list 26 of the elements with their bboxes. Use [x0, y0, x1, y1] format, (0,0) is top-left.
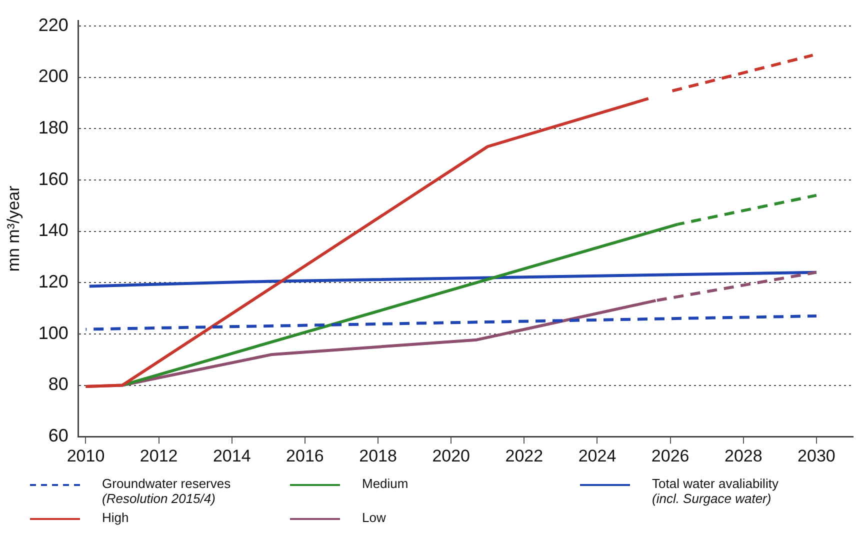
x-tick-label: 2024 [578, 446, 616, 466]
x-tick-label: 2010 [66, 446, 105, 466]
y-tick-label: 120 [38, 272, 68, 292]
x-tick-label: 2020 [432, 446, 470, 466]
y-tick-label: 160 [38, 168, 68, 189]
x-tick-label: 2014 [212, 446, 251, 466]
y-tick-label: 140 [38, 220, 68, 240]
y-tick-label: 180 [38, 118, 68, 138]
x-tick-label: 2028 [724, 446, 762, 466]
legend-label: High [102, 510, 129, 525]
y-tick-label: 80 [48, 374, 68, 394]
x-tick-label: 2018 [359, 446, 397, 466]
legend-label: Total water avaliability (incl. Surgace water) [652, 476, 778, 506]
legend-label: Medium [362, 476, 408, 491]
x-tick-label: 2030 [798, 446, 836, 466]
x-tick-label: 2022 [505, 446, 544, 466]
x-tick-label: 2026 [651, 446, 690, 466]
y-tick-label: 220 [38, 14, 68, 35]
y-tick-label: 100 [38, 322, 68, 343]
x-tick-label: 2016 [286, 446, 324, 466]
y-tick-label: 60 [48, 426, 68, 446]
y-axis-title: mn m³/year [4, 185, 23, 272]
legend-label: Groundwater reserves (Resolution 2015/4) [102, 476, 231, 506]
y-tick-label: 200 [38, 66, 68, 86]
legend-label: Low [362, 510, 386, 525]
x-tick-label: 2012 [140, 446, 178, 466]
